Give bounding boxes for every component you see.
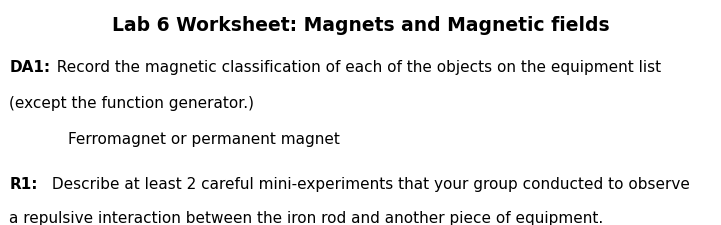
Text: (except the function generator.): (except the function generator.): [9, 96, 255, 110]
Text: a repulsive interaction between the iron rod and another piece of equipment.: a repulsive interaction between the iron…: [9, 210, 603, 225]
Text: R1:: R1:: [9, 177, 38, 191]
Text: Record the magnetic classification of each of the objects on the equipment list: Record the magnetic classification of ea…: [47, 60, 661, 74]
Text: Describe at least 2 careful mini-experiments that your group conducted to observ: Describe at least 2 careful mini-experim…: [47, 177, 690, 191]
Text: Ferromagnet or permanent magnet: Ferromagnet or permanent magnet: [68, 132, 340, 146]
Text: Lab 6 Worksheet: Magnets and Magnetic fields: Lab 6 Worksheet: Magnets and Magnetic fi…: [112, 16, 609, 35]
Text: DA1:: DA1:: [9, 60, 50, 74]
